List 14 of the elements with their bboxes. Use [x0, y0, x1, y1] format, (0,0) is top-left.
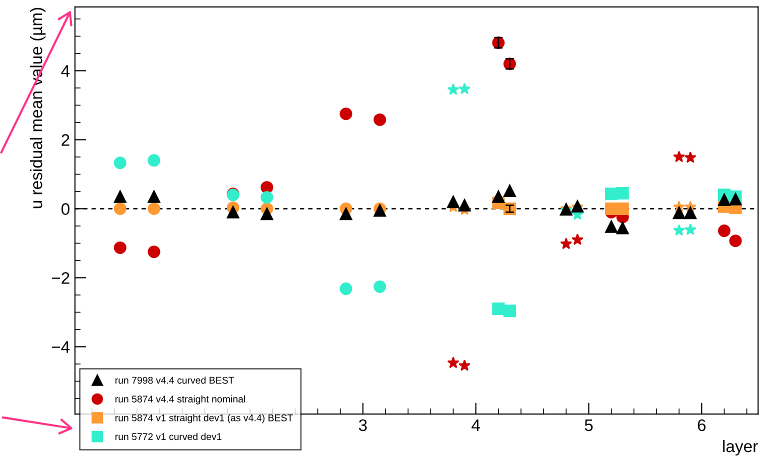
y-tick-label: 4 — [61, 65, 70, 77]
y-tick-label: 0 — [61, 203, 70, 215]
legend-label: run 5772 v1 curved dev1 — [115, 432, 222, 440]
y-tick-label: −2 — [52, 272, 70, 284]
legend-label: run 5874 v4.4 straight nominal — [115, 395, 245, 404]
legend-label: run 5874 v1 straight dev1 (as v4.4) BEST — [115, 414, 293, 424]
x-tick-label: 3 — [358, 419, 367, 432]
x-tick-label: 6 — [698, 419, 706, 432]
x-tick-label: 4 — [472, 419, 480, 431]
y-tick-label: 2 — [62, 134, 70, 146]
x-tick-label: 5 — [584, 419, 593, 432]
legend-label: run 7998 v4.4 curved BEST — [115, 376, 234, 384]
y-tick-label: −4 — [52, 341, 70, 353]
x-axis-title: layer — [723, 440, 758, 456]
